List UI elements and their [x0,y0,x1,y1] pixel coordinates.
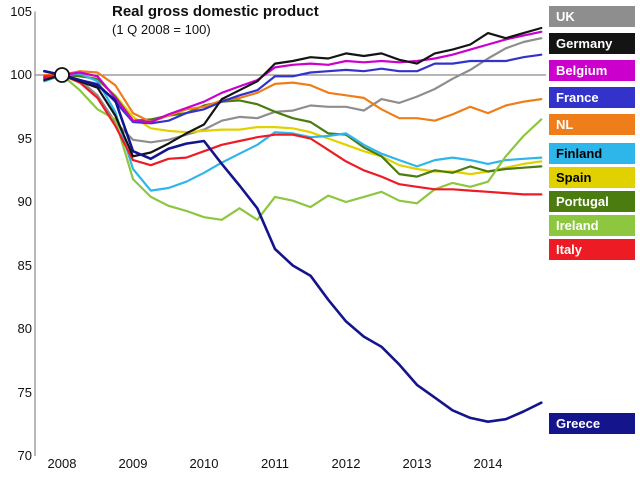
legend-item-uk: UK [549,6,635,27]
legend-item-spain: Spain [549,167,635,188]
legend-item-france: France [549,87,635,108]
y-axis-label: 85 [17,257,32,273]
series-line-germany [43,26,543,158]
y-axis-label: 100 [10,67,32,82]
x-axis-label: 2011 [261,456,289,471]
x-axis-label: 2012 [331,456,361,471]
y-axis-label: 70 [17,448,32,463]
chart-subtitle: (1 Q 2008 = 100) [112,22,211,37]
legend-item-belgium: Belgium [549,60,635,81]
y-axis-label: 105 [10,3,32,19]
legend-item-greece: Greece [549,413,635,434]
legend-item-ireland: Ireland [549,215,635,236]
y-axis-label: 80 [17,321,32,336]
y-axis-label: 75 [17,384,32,400]
x-axis-label: 2010 [189,456,219,471]
series-line-belgium [43,30,543,124]
legend-item-italy: Italy [549,239,635,260]
series-line-france [43,53,543,125]
series-line-italy [43,73,543,196]
y-axis-label: 95 [17,130,32,146]
series-line-greece [42,69,543,424]
x-axis-label: 2014 [473,456,503,471]
legend-item-finland: Finland [549,143,635,164]
x-axis-label: 2009 [118,456,148,471]
y-axis-label: 90 [17,194,32,209]
x-axis-label: 2013 [402,456,432,471]
x-axis-label: 2008 [47,456,77,471]
start-marker [54,67,70,83]
series-line-ireland [43,70,543,221]
legend-item-germany: Germany [549,33,635,54]
legend-item-portugal: Portugal [549,191,635,212]
legend-item-nl: NL [549,114,635,135]
series-line-spain [43,72,543,176]
chart-title: Real gross domestic product [112,3,319,20]
series-line-nl [43,70,543,124]
